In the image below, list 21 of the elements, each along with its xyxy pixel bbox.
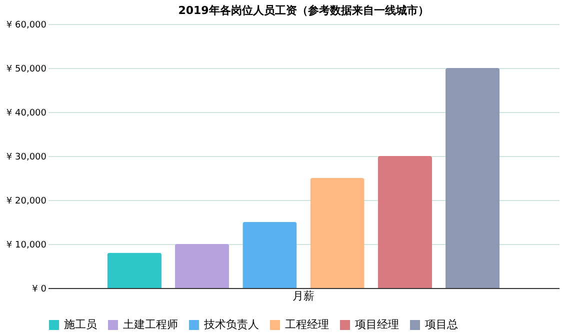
y-tick-label: ¥ 0: [32, 284, 47, 294]
legend-label: 施工员: [64, 318, 97, 331]
y-tick-label: ¥ 30,000: [6, 152, 47, 162]
y-tick-label: ¥ 50,000: [6, 64, 47, 74]
legend-label: 工程经理: [285, 318, 329, 331]
y-tick-label: ¥ 20,000: [6, 196, 47, 206]
y-tick-label: ¥ 60,000: [6, 20, 47, 30]
y-tick-label: ¥ 40,000: [6, 108, 47, 118]
legend-label: 项目经理: [355, 318, 399, 331]
legend-label: 土建工程师: [123, 318, 178, 331]
y-tick-label: ¥ 10,000: [6, 240, 47, 250]
bar: [175, 244, 230, 288]
bar: [107, 252, 162, 288]
chart-title: 2019年各岗位人员工资（参考数据来自一线城市）: [178, 4, 429, 17]
legend-label: 项目总: [425, 318, 458, 331]
bar: [378, 156, 432, 288]
bar: [310, 178, 364, 288]
bar: [242, 222, 297, 288]
bar: [446, 68, 500, 288]
legend-label: 技术负责人: [203, 318, 259, 331]
x-tick-label: 月薪: [292, 290, 314, 302]
